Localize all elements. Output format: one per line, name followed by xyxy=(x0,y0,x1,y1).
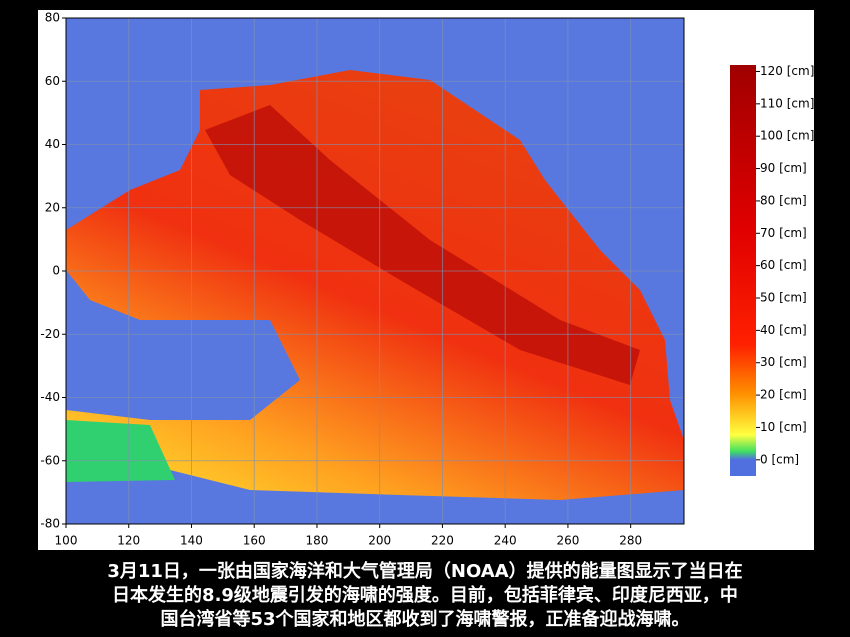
colorbar-label: 90 [cm] xyxy=(760,161,807,175)
y-tick-label: -60 xyxy=(40,453,60,467)
colorbar-label: 80 [cm] xyxy=(760,193,807,207)
colorbar-label: 20 [cm] xyxy=(760,388,807,402)
y-tick-label: 20 xyxy=(45,200,60,214)
y-tick-label: -20 xyxy=(40,327,60,341)
x-tick-label: 180 xyxy=(306,534,329,548)
plot-frame xyxy=(65,17,685,525)
caption-line: 3月11日，一张由国家海洋和大气管理局（NOAA）提供的能量图显示了当日在 xyxy=(107,560,742,582)
y-tick-label: -40 xyxy=(40,390,60,404)
x-tick-label: 240 xyxy=(494,534,517,548)
colorbar-label: 120 [cm] xyxy=(760,64,814,78)
x-tick-label: 200 xyxy=(368,534,391,548)
colorbar xyxy=(730,65,756,476)
colorbar-label: 50 [cm] xyxy=(760,291,807,305)
y-tick-label: -80 xyxy=(40,517,60,531)
colorbar-label: 100 [cm] xyxy=(760,129,814,143)
x-tick-label: 120 xyxy=(117,534,140,548)
colorbar-label: 70 [cm] xyxy=(760,226,807,240)
y-tick-label: 80 xyxy=(45,11,60,25)
colorbar-label: 40 [cm] xyxy=(760,323,807,337)
southern-ocean xyxy=(66,420,175,482)
y-tick-label: 40 xyxy=(45,137,60,151)
caption-line: 国台湾省等53个国家和地区都收到了海啸警报，正准备迎战海啸。 xyxy=(160,608,689,630)
colorbar-label: 10 [cm] xyxy=(760,420,807,434)
ocean-energy xyxy=(66,70,684,500)
x-tick-label: 280 xyxy=(619,534,642,548)
x-tick-label: 220 xyxy=(431,534,454,548)
y-tick-label: 0 xyxy=(52,264,60,278)
caption-line: 日本发生的8.9级地震引发的海啸的强度。目前，包括菲律宾、印度尼西亚，中 xyxy=(112,584,738,606)
x-tick-label: 260 xyxy=(556,534,579,548)
energy-beam xyxy=(205,105,640,385)
colorbar-label: 0 [cm] xyxy=(760,452,799,466)
y-tick-label: 60 xyxy=(45,74,60,88)
x-tick-label: 160 xyxy=(243,534,266,548)
colorbar-label: 110 [cm] xyxy=(760,96,814,110)
colorbar-label: 30 [cm] xyxy=(760,355,807,369)
x-tick-label: 100 xyxy=(55,534,78,548)
colorbar-label: 60 [cm] xyxy=(760,258,807,272)
x-tick-label: 140 xyxy=(180,534,203,548)
